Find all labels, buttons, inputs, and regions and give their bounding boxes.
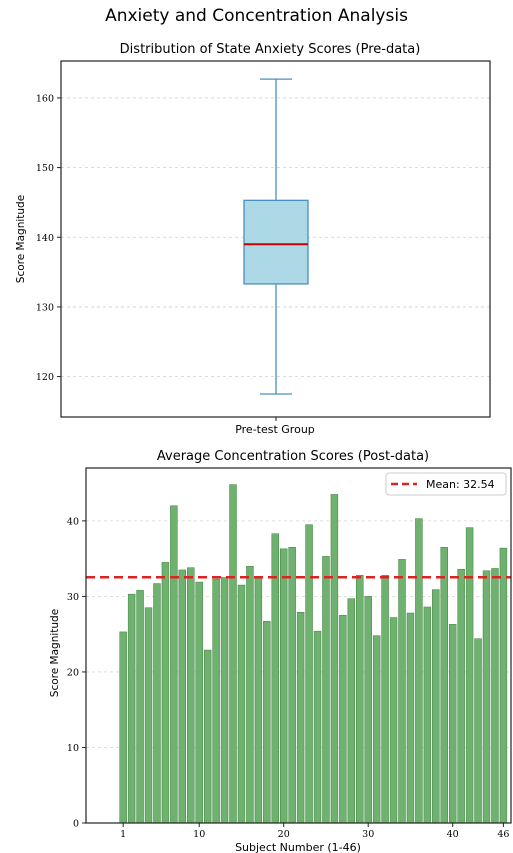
bar xyxy=(212,578,220,824)
bar xyxy=(381,575,389,824)
bar xyxy=(432,589,440,824)
bar xyxy=(161,562,170,824)
bar xyxy=(364,596,372,824)
bar-chart-title: Average Concentration Scores (Post-data) xyxy=(157,449,429,464)
bar xyxy=(482,570,491,824)
bar xyxy=(398,559,406,824)
bar xyxy=(153,583,161,824)
y-tick-label: 40 xyxy=(67,516,79,527)
boxplot-box-group xyxy=(243,78,309,421)
bar-x-label: Subject Number (1-46) xyxy=(235,841,361,853)
y-tick-label: 150 xyxy=(36,163,54,174)
bar xyxy=(220,577,229,824)
y-tick-label: 20 xyxy=(67,667,79,678)
y-tick-label: 140 xyxy=(36,233,54,244)
bar xyxy=(440,547,448,824)
iqr-box xyxy=(243,199,309,285)
y-tick-label: 130 xyxy=(36,302,54,313)
bar xyxy=(415,518,423,824)
bar xyxy=(448,624,457,824)
y-tick-label: 10 xyxy=(67,743,79,754)
x-tick-label: 1 xyxy=(120,829,126,840)
bar-series xyxy=(119,484,508,824)
boxplot-y-axis: 120 130 140 150 160 xyxy=(36,93,61,383)
figure-title: Anxiety and Concentration Analysis xyxy=(105,6,408,26)
bar xyxy=(237,584,246,824)
bar xyxy=(322,556,330,824)
y-tick-label: 0 xyxy=(73,819,79,830)
y-tick-label: 160 xyxy=(36,93,54,104)
boxplot-title: Distribution of State Anxiety Scores (Pr… xyxy=(120,42,421,57)
x-tick-label: 46 xyxy=(497,829,509,840)
bar xyxy=(246,565,254,824)
x-tick-label: 30 xyxy=(362,829,374,840)
bar xyxy=(305,524,313,824)
bar-x-axis: 1 10 20 30 40 46 xyxy=(120,823,509,840)
bar-axes-frame xyxy=(85,467,512,824)
bar xyxy=(499,547,508,824)
bar-chart: Average Concentration Scores (Post-data)… xyxy=(49,449,512,853)
bar xyxy=(491,568,499,824)
bar xyxy=(423,606,432,824)
bar xyxy=(339,615,347,824)
bar xyxy=(170,505,178,824)
bar xyxy=(406,612,415,824)
bar xyxy=(229,484,237,824)
y-tick-label: 120 xyxy=(36,372,54,383)
legend-mean-label: Mean: 32.54 xyxy=(426,478,495,491)
bar xyxy=(119,631,127,824)
bar xyxy=(465,527,474,824)
bar xyxy=(187,567,195,824)
bar xyxy=(296,612,305,824)
bar xyxy=(263,621,271,824)
boxplot-chart: Distribution of State Anxiety Scores (Pr… xyxy=(15,42,491,436)
boxplot-axes-frame xyxy=(60,60,491,418)
boxplot-y-label: Score Magnitude xyxy=(15,195,27,283)
bar xyxy=(203,649,212,824)
x-tick-label: 20 xyxy=(278,829,290,840)
bar xyxy=(313,630,322,824)
bar xyxy=(288,547,296,824)
y-tick-label: 30 xyxy=(67,592,79,603)
bar xyxy=(457,568,465,824)
bar xyxy=(195,581,203,824)
bar xyxy=(347,598,356,824)
bar xyxy=(474,638,482,824)
bar xyxy=(254,576,263,824)
bar xyxy=(144,607,153,824)
bar xyxy=(356,575,364,824)
bar-y-axis: 0 10 20 30 40 xyxy=(67,516,86,830)
x-tick-label: 10 xyxy=(193,829,205,840)
bar xyxy=(389,617,398,824)
legend: Mean: 32.54 xyxy=(385,472,507,496)
boxplot-category-label: Pre-test Group xyxy=(235,423,315,436)
x-tick-label: 40 xyxy=(447,829,459,840)
bar xyxy=(279,548,288,824)
bar xyxy=(178,569,187,824)
bar-y-label: Score Magnitude xyxy=(49,609,61,697)
bar xyxy=(136,590,144,824)
legend-box xyxy=(385,472,507,496)
bar xyxy=(330,494,339,824)
bar xyxy=(127,593,136,824)
bar xyxy=(372,635,381,824)
